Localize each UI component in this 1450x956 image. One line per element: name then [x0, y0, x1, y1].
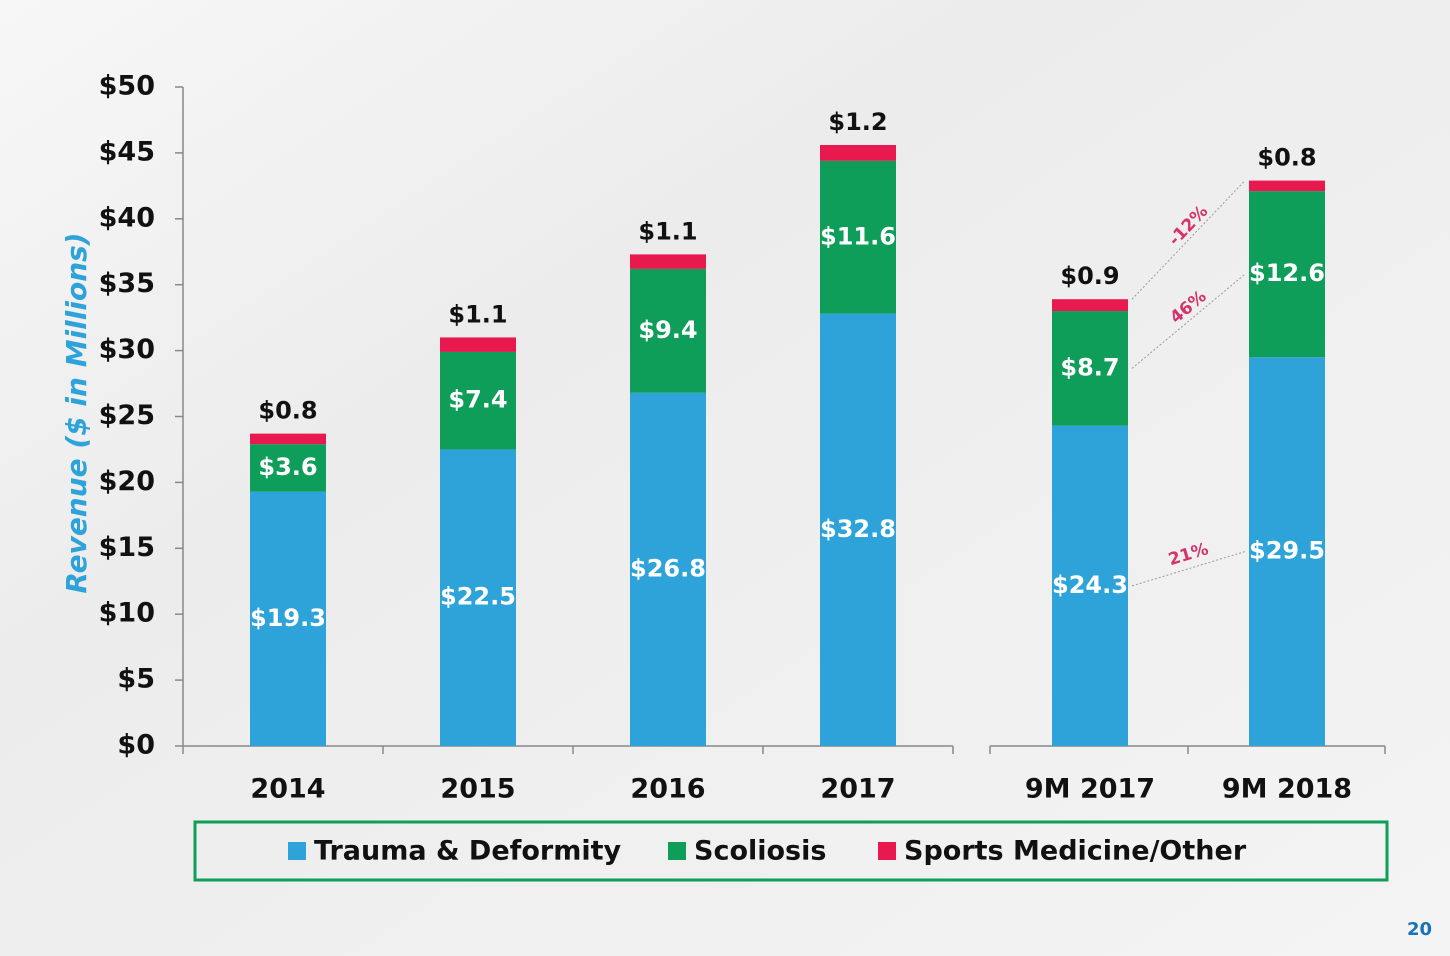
- bar-segment: [630, 268, 706, 393]
- value-label: $29.5: [1249, 537, 1325, 565]
- x-tick-label: 2015: [440, 774, 515, 805]
- y-tick-label: $30: [99, 334, 155, 365]
- bar-segment: [250, 433, 326, 445]
- bar-segment: [440, 449, 516, 746]
- bar-segment: [250, 491, 326, 746]
- legend-label: Scoliosis: [694, 836, 826, 867]
- value-label: $32.8: [820, 515, 896, 543]
- value-label: $11.6: [820, 222, 896, 250]
- bar-segment: [630, 254, 706, 269]
- value-label: $0.8: [1257, 144, 1316, 172]
- value-label: $0.9: [1060, 262, 1119, 290]
- value-label: $22.5: [440, 583, 516, 611]
- y-tick-label: $10: [99, 598, 155, 629]
- y-tick-label: $20: [99, 466, 155, 497]
- growth-line: [1131, 180, 1246, 300]
- x-tick-label: 9M 2018: [1222, 774, 1352, 805]
- y-tick-label: $25: [99, 400, 155, 431]
- value-label: $12.6: [1249, 259, 1325, 287]
- y-tick-label: $5: [117, 664, 155, 695]
- y-axis-label: Revenue ($ in Millions): [60, 232, 93, 593]
- value-label: $9.4: [638, 316, 697, 344]
- x-tick-label: 9M 2017: [1025, 774, 1155, 805]
- value-label: $26.8: [630, 554, 706, 582]
- bar-segment: [820, 313, 896, 746]
- bar-segment: [820, 144, 896, 161]
- y-tick-label: $40: [99, 202, 155, 233]
- value-label: $7.4: [448, 386, 507, 414]
- x-tick-label: 2014: [250, 774, 325, 805]
- value-label: $1.1: [448, 300, 507, 328]
- value-label: $1.1: [638, 217, 697, 245]
- growth-line: [1131, 273, 1246, 369]
- bar-segment: [440, 351, 516, 450]
- value-label: $1.2: [828, 108, 887, 136]
- bar-segment: [440, 337, 516, 352]
- value-label: $19.3: [250, 604, 326, 632]
- bar-segment: [1052, 311, 1128, 426]
- x-tick-label: 2016: [630, 774, 705, 805]
- legend-box: [193, 820, 1389, 882]
- legend-swatch: [288, 842, 306, 860]
- y-tick-label: $0: [117, 730, 155, 761]
- bar-segment: [1052, 425, 1128, 746]
- page-number: 20: [1407, 919, 1432, 940]
- legend-label: Trauma & Deformity: [314, 836, 622, 867]
- legend-swatch: [668, 842, 686, 860]
- legend-swatch: [878, 842, 896, 860]
- y-tick-label: $50: [99, 71, 155, 102]
- bar-segment: [250, 444, 326, 492]
- bar-segment: [1249, 180, 1325, 192]
- value-label: $24.3: [1052, 571, 1128, 599]
- bar-segment: [630, 392, 706, 746]
- bar-segment: [1249, 357, 1325, 746]
- value-label: $0.8: [258, 397, 317, 425]
- x-tick-label: 2017: [820, 774, 895, 805]
- legend-label: Sports Medicine/Other: [904, 836, 1247, 867]
- y-tick-label: $15: [99, 532, 155, 563]
- bar-segment: [820, 160, 896, 314]
- bar-segment: [1052, 299, 1128, 312]
- y-tick-label: $45: [99, 136, 155, 167]
- value-label: $3.6: [258, 453, 317, 481]
- y-tick-label: $35: [99, 268, 155, 299]
- value-label: $8.7: [1060, 353, 1119, 381]
- bar-segment: [1249, 191, 1325, 358]
